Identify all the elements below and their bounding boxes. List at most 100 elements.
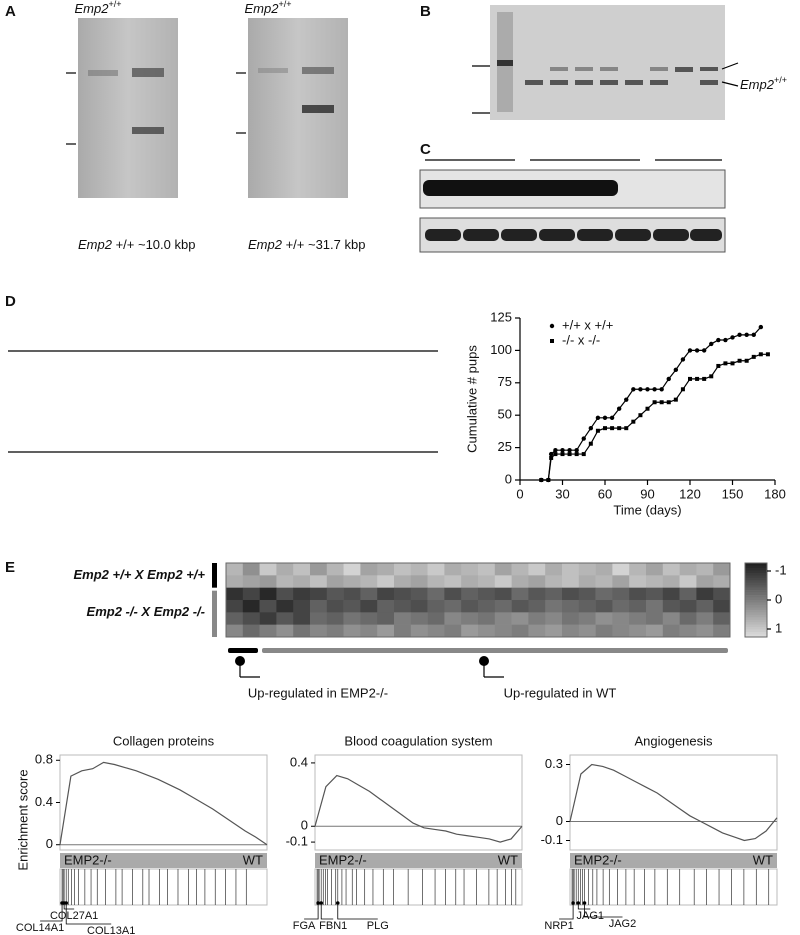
x-axis-label: Time (days) (613, 502, 681, 517)
heatmap-cell (394, 563, 412, 576)
heatmap-cell (595, 600, 613, 613)
heatmap-cell (293, 624, 311, 638)
heatmap-cell (494, 624, 512, 638)
heatmap-cell (662, 624, 680, 638)
colorbar-label: 1 (775, 620, 782, 635)
heatmap-cell (377, 587, 395, 601)
legend-label: +/+ x +/+ (562, 317, 613, 332)
heatmap-cell (226, 612, 244, 625)
colorbar-step (745, 609, 767, 613)
heatmap-cell (629, 587, 647, 601)
marker (673, 367, 679, 373)
colorbar-step (745, 604, 767, 608)
x-tick-label: 90 (640, 486, 654, 501)
y-tick-label: 25 (498, 439, 512, 454)
heatmap-cell (528, 563, 546, 576)
heatmap-cell (444, 612, 462, 625)
rank-left: EMP2-/- (574, 852, 622, 867)
heatmap-cell (293, 587, 311, 601)
heatmap-cell (713, 575, 731, 588)
colorbar-step (745, 622, 767, 625)
rank-right: WT (753, 852, 773, 867)
heatmap-cell (427, 587, 445, 601)
heatmap-cell (360, 600, 378, 613)
heatmap-cell (377, 600, 395, 613)
gene-leader (559, 905, 574, 920)
heatmap-cell (629, 575, 647, 588)
x-tick-label: 30 (555, 486, 569, 501)
heatmap-cell (713, 624, 731, 638)
marker (602, 415, 608, 420)
gene-leader (584, 905, 623, 918)
heatmap-cell (595, 624, 613, 638)
marker (645, 406, 650, 411)
marker (666, 376, 671, 382)
heatmap-cell (646, 600, 664, 613)
colorbar-step (745, 577, 767, 581)
heatmap-cell (226, 563, 244, 576)
heatmap-cell (377, 563, 395, 576)
band-pointer (721, 62, 739, 70)
heatmap-cell (578, 600, 596, 613)
heatmap-cell (427, 575, 445, 588)
heatmap-cell (494, 563, 512, 576)
legend-marker (549, 323, 555, 329)
heatmap-cell (310, 575, 328, 588)
gene-dot (319, 901, 324, 905)
y-tick-label: -0.1 (541, 832, 563, 847)
colorbar-step (745, 629, 767, 633)
marker (560, 452, 565, 457)
label: Emp2+/+ (245, 0, 292, 16)
heatmap-cell (410, 612, 428, 625)
heatmap-cell (545, 600, 563, 613)
heatmap-cell (528, 600, 546, 613)
heatmap-cell (377, 624, 395, 638)
row-label: Emp2 -/- X Emp2 -/- (87, 604, 205, 619)
colorbar-step (745, 602, 767, 606)
enrichment-line (569, 763, 778, 842)
colorbar-step (745, 572, 767, 576)
band (302, 105, 334, 113)
heatmap-cell (478, 600, 496, 613)
heatmap-cell (394, 612, 412, 625)
y-tick-label: 0.8 (35, 752, 53, 767)
heatmap-cell (444, 575, 462, 588)
y-tick-label: 0 (301, 818, 308, 833)
heatmap-cell (713, 563, 731, 576)
marker (548, 451, 554, 457)
marker (539, 478, 544, 482)
heatmap-cell (394, 587, 412, 601)
heatmap-cell (511, 587, 529, 601)
marker (687, 348, 693, 353)
legend-label: -/- x -/- (562, 332, 600, 347)
enrichment-line (314, 774, 523, 843)
marker (702, 376, 707, 381)
heatmap-cell (545, 612, 563, 625)
marker (758, 324, 764, 330)
colorbar-step (745, 570, 767, 574)
band (497, 60, 513, 66)
gene-dot (335, 901, 340, 905)
colorbar-step (745, 582, 767, 586)
heatmap-cell (612, 600, 630, 613)
band (132, 127, 164, 134)
heatmap-cell (646, 575, 664, 588)
heatmap-cell (427, 612, 445, 625)
heatmap-cell (410, 575, 428, 588)
heatmap-cell (461, 612, 479, 625)
heatmap-cell (444, 587, 462, 601)
region-bar (228, 648, 258, 653)
colorbar-step (745, 592, 767, 596)
gene: Emp2 (75, 1, 110, 16)
heatmap-cell (545, 575, 563, 588)
heatmap-cell (461, 600, 479, 613)
marker (638, 413, 643, 418)
heatmap-cell (478, 587, 496, 601)
heatmap-cell (410, 624, 428, 638)
heatmap-cell (612, 624, 630, 638)
x-tick-label: 180 (764, 486, 786, 501)
chart-title: Blood coagulation system (344, 733, 492, 748)
y-tick-label: -0.1 (286, 834, 308, 849)
